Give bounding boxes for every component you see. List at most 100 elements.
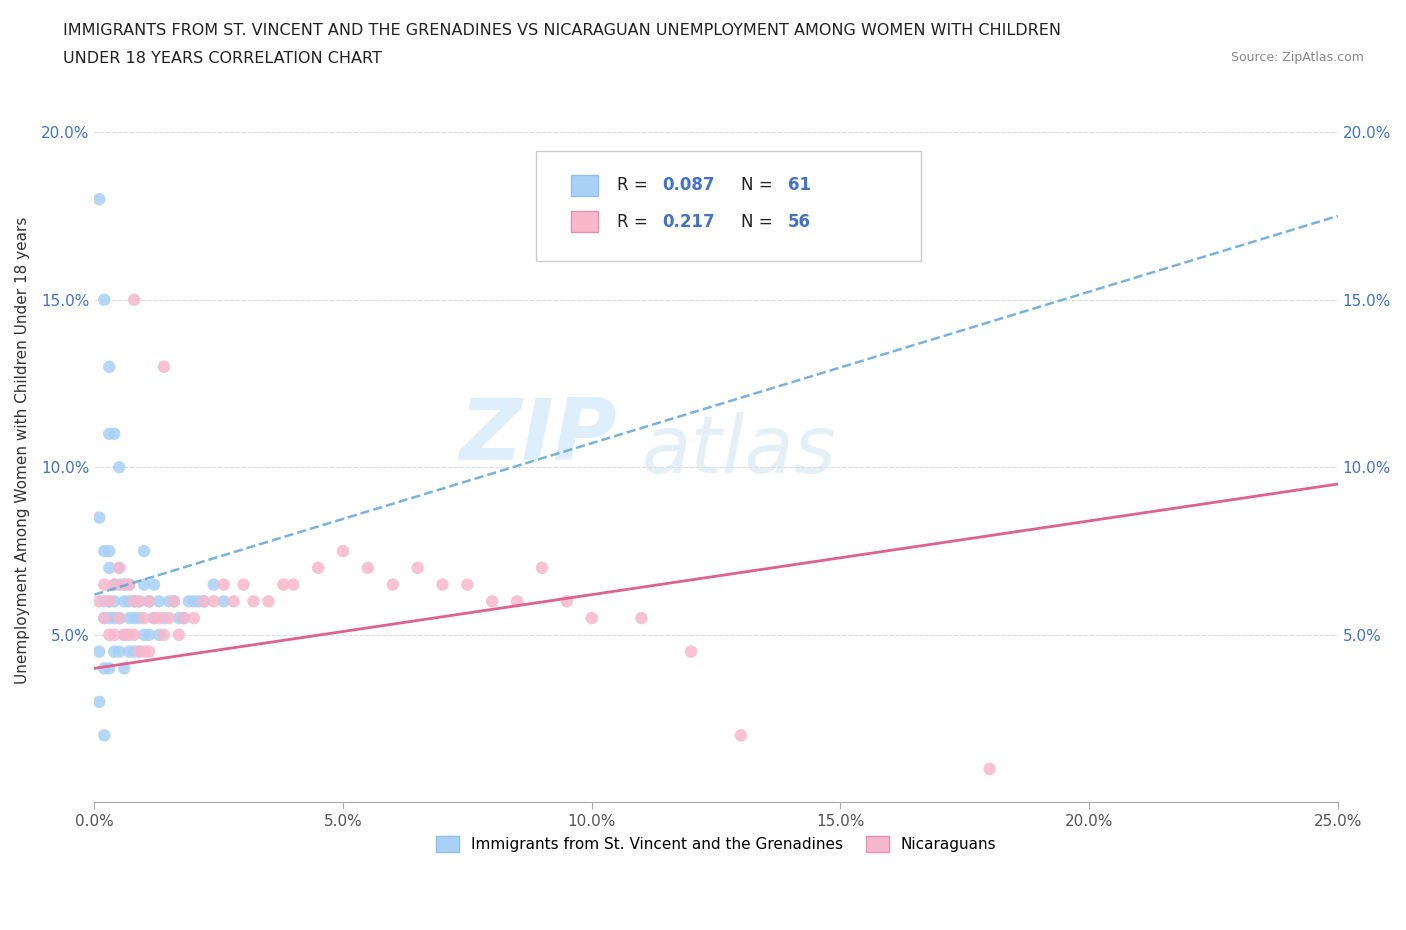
Point — [163, 594, 186, 609]
Point — [128, 611, 150, 626]
Point — [143, 611, 166, 626]
Point — [93, 611, 115, 626]
Point — [273, 578, 295, 592]
Point — [193, 594, 215, 609]
Point — [506, 594, 529, 609]
Point — [128, 644, 150, 659]
Point — [138, 594, 160, 609]
Point — [222, 594, 245, 609]
Point — [530, 561, 553, 576]
Point — [681, 644, 703, 659]
Point — [143, 611, 166, 626]
Point — [93, 292, 115, 307]
Point — [581, 611, 603, 626]
Point — [138, 628, 160, 643]
Point — [118, 628, 141, 643]
Point — [108, 561, 131, 576]
Point — [93, 544, 115, 559]
Point — [103, 644, 125, 659]
FancyBboxPatch shape — [571, 211, 598, 232]
Text: ZIP: ZIP — [458, 395, 617, 478]
Point — [183, 611, 205, 626]
Point — [212, 578, 235, 592]
Point — [163, 594, 186, 609]
Point — [122, 628, 145, 643]
Point — [98, 561, 121, 576]
Point — [122, 644, 145, 659]
Point — [93, 611, 115, 626]
Text: R =: R = — [617, 213, 652, 231]
Point — [132, 644, 155, 659]
Point — [357, 561, 380, 576]
Point — [103, 426, 125, 441]
Point — [89, 192, 111, 206]
Point — [103, 628, 125, 643]
Point — [98, 426, 121, 441]
Y-axis label: Unemployment Among Women with Children Under 18 years: Unemployment Among Women with Children U… — [15, 217, 30, 684]
Point — [187, 594, 209, 609]
Point — [173, 611, 195, 626]
Point — [112, 578, 135, 592]
Point — [202, 578, 225, 592]
Point — [112, 661, 135, 676]
Point — [148, 611, 170, 626]
Point — [108, 459, 131, 474]
Point — [132, 611, 155, 626]
Point — [381, 578, 404, 592]
Point — [122, 292, 145, 307]
Point — [89, 594, 111, 609]
Text: Source: ZipAtlas.com: Source: ZipAtlas.com — [1230, 51, 1364, 64]
Point — [93, 728, 115, 743]
Point — [730, 728, 752, 743]
Text: atlas: atlas — [641, 412, 837, 489]
Point — [193, 594, 215, 609]
Point — [89, 511, 111, 525]
FancyBboxPatch shape — [536, 152, 921, 260]
Point — [257, 594, 280, 609]
FancyBboxPatch shape — [571, 175, 598, 196]
Point — [118, 644, 141, 659]
Point — [108, 611, 131, 626]
Point — [132, 578, 155, 592]
Point — [108, 644, 131, 659]
Point — [630, 611, 652, 626]
Point — [98, 661, 121, 676]
Point — [432, 578, 454, 592]
Text: 56: 56 — [789, 213, 811, 231]
Point — [173, 611, 195, 626]
Point — [283, 578, 305, 592]
Point — [108, 561, 131, 576]
Point — [332, 544, 354, 559]
Point — [555, 594, 578, 609]
Point — [242, 594, 264, 609]
Point — [103, 578, 125, 592]
Point — [93, 578, 115, 592]
Point — [118, 578, 141, 592]
Point — [128, 644, 150, 659]
Point — [103, 594, 125, 609]
Point — [456, 578, 478, 592]
Point — [98, 594, 121, 609]
Point — [232, 578, 254, 592]
Point — [98, 594, 121, 609]
Point — [108, 578, 131, 592]
Point — [98, 359, 121, 374]
Point — [112, 578, 135, 592]
Point — [118, 594, 141, 609]
Point — [153, 628, 176, 643]
Point — [167, 628, 190, 643]
Point — [153, 611, 176, 626]
Text: 0.217: 0.217 — [662, 213, 716, 231]
Point — [98, 611, 121, 626]
Point — [112, 594, 135, 609]
Point — [153, 359, 176, 374]
Point — [122, 611, 145, 626]
Text: R =: R = — [617, 177, 652, 194]
Legend: Immigrants from St. Vincent and the Grenadines, Nicaraguans: Immigrants from St. Vincent and the Gren… — [430, 830, 1002, 858]
Point — [143, 578, 166, 592]
Point — [183, 594, 205, 609]
Text: UNDER 18 YEARS CORRELATION CHART: UNDER 18 YEARS CORRELATION CHART — [63, 51, 382, 66]
Point — [98, 628, 121, 643]
Text: 61: 61 — [789, 177, 811, 194]
Point — [979, 762, 1001, 777]
